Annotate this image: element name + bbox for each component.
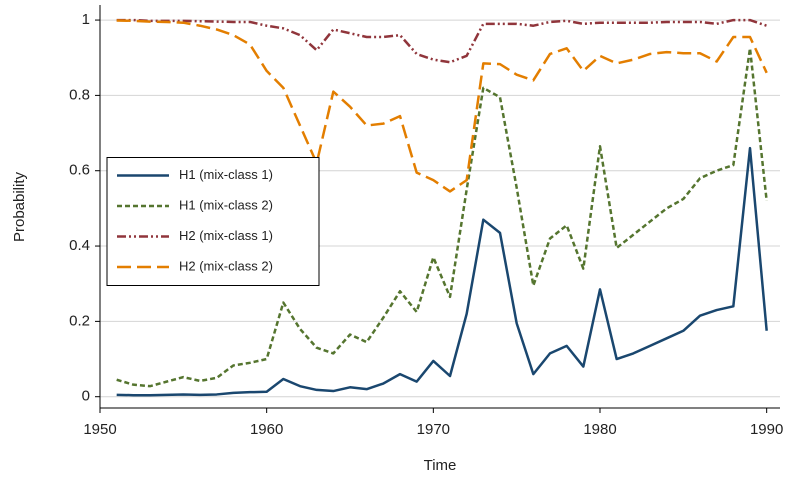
y-axis-label: Probability: [11, 171, 28, 242]
legend-text: H1 (mix-class 1): [179, 167, 273, 182]
y-tick-label: 0.4: [69, 237, 90, 254]
x-tick-label: 1970: [417, 421, 450, 438]
y-tick-label: 0.2: [69, 312, 90, 329]
legend-text: H2 (mix-class 2): [179, 258, 273, 273]
series-line: [116, 18, 768, 64]
y-tick-label: 0.8: [69, 86, 90, 103]
legend: H1 (mix-class 1) H1 (mix-class 2) H2 (mix-…: [106, 157, 320, 286]
x-tick-label: 1950: [83, 421, 116, 438]
x-tick-label: 1990: [750, 421, 783, 438]
y-tick-label: 1: [82, 11, 90, 28]
legend-box: [106, 157, 320, 286]
legend-text: H1 (mix-class 2): [179, 197, 273, 212]
x-tick-label: 1960: [250, 421, 283, 438]
x-axis-label: Time: [424, 457, 457, 474]
series-line: [116, 19, 768, 193]
legend-text: H2 (mix-class 1): [179, 228, 273, 243]
series-line: [116, 47, 768, 388]
y-tick-label: 0: [82, 388, 90, 405]
x-tick-label: 1980: [583, 421, 616, 438]
series-line: [116, 146, 768, 397]
y-tick-label: 0.6: [69, 162, 90, 179]
